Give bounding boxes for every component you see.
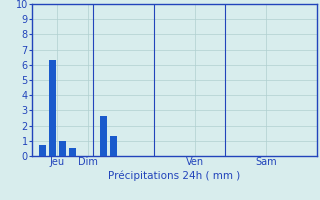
Bar [49,60,56,156]
Bar [39,145,46,156]
Bar [69,148,76,156]
Bar [100,116,107,156]
X-axis label: Précipitations 24h ( mm ): Précipitations 24h ( mm ) [108,170,241,181]
Bar [110,136,117,156]
Bar [59,141,66,156]
